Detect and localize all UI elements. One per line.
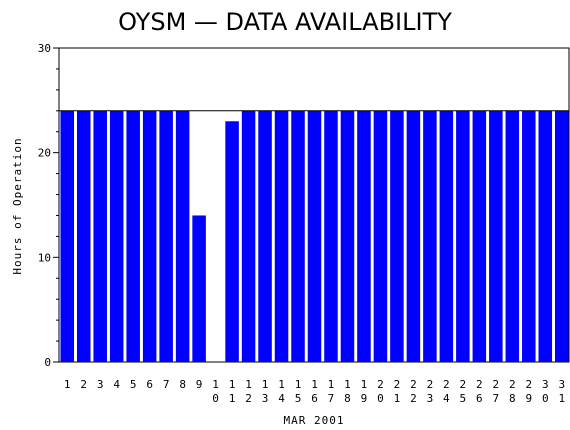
y-tick-label: 10 [38, 251, 51, 264]
bar-16 [307, 110, 322, 362]
bar-24 [439, 110, 454, 362]
x-tick-label: 2 [80, 378, 87, 391]
x-tick-label: 6 [146, 378, 153, 391]
y-axis-label: Hours of Operation [11, 137, 24, 274]
chart-title: OYSM — DATA AVAILABILITY [118, 8, 452, 36]
bar-2 [76, 110, 91, 362]
bar-1 [60, 110, 74, 362]
x-tick-label: 3 [97, 378, 104, 391]
bar-28 [505, 110, 520, 362]
y-tick-label: 20 [38, 147, 51, 160]
bar-22 [406, 110, 421, 362]
bar-8 [175, 110, 190, 362]
bar-30 [538, 110, 553, 362]
bar-5 [126, 110, 140, 362]
bar-23 [423, 110, 437, 362]
bar-13 [258, 110, 272, 362]
bar-31 [555, 110, 569, 362]
x-tick-label: 7 [163, 378, 170, 391]
bar-20 [373, 110, 388, 362]
x-tick-label: 9 [196, 378, 203, 391]
x-tick-label: 1 [64, 378, 71, 391]
bar-19 [357, 110, 371, 362]
x-tick-label: 4 [113, 378, 120, 391]
bar-18 [340, 110, 355, 362]
bar-15 [291, 110, 305, 362]
y-tick-label: 0 [44, 356, 51, 369]
bar-27 [489, 110, 503, 362]
bar-9 [192, 215, 206, 362]
bar-26 [472, 110, 487, 362]
bar-6 [142, 110, 157, 362]
x-tick-label: 8 [179, 378, 186, 391]
bar-4 [109, 110, 124, 362]
bar-29 [522, 110, 536, 362]
bar-12 [241, 110, 256, 362]
bar-3 [93, 110, 107, 362]
bar-7 [159, 110, 173, 362]
x-tick-label: 5 [130, 378, 137, 391]
x-axis-label: MAR 2001 [284, 414, 345, 427]
bar-14 [274, 110, 289, 362]
bar-11 [225, 121, 239, 363]
y-tick-label: 30 [38, 42, 51, 55]
bar-21 [390, 110, 404, 362]
bar-17 [324, 110, 338, 362]
bar-25 [456, 110, 470, 362]
